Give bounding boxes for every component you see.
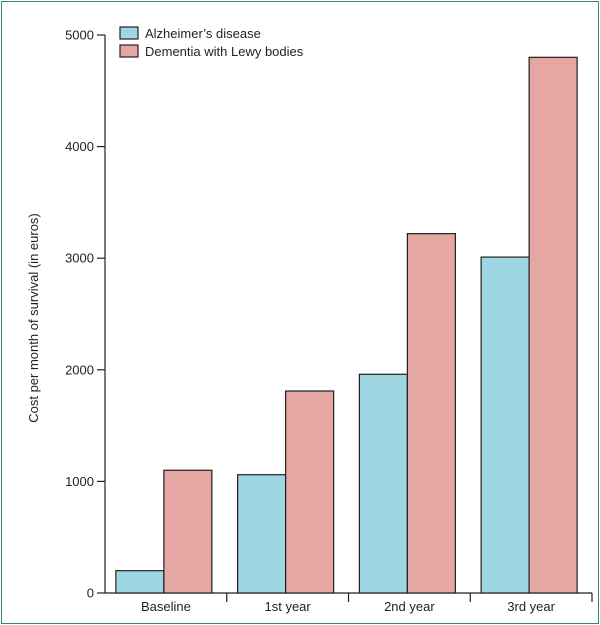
bar-lewy-bodies <box>406 233 456 594</box>
y-tick-label: 4000 <box>65 139 94 154</box>
y-tick-label: 3000 <box>65 251 94 266</box>
y-tick-label: 5000 <box>65 28 94 43</box>
legend-swatch <box>119 44 139 58</box>
x-tick-label: 2nd year <box>384 599 435 614</box>
y-tick-label: 2000 <box>65 362 94 377</box>
bar-alzheimers <box>237 474 287 594</box>
y-tick-label: 1000 <box>65 474 94 489</box>
bar-alzheimers <box>358 373 408 594</box>
y-tick-label: 0 <box>87 586 94 601</box>
y-axis-label: Cost per month of survival (in euros) <box>26 213 41 423</box>
bar-lewy-bodies <box>163 469 213 594</box>
legend-label: Alzheimer’s disease <box>145 26 261 41</box>
bar-alzheimers <box>115 570 165 594</box>
x-tick-label: 3rd year <box>507 599 555 614</box>
legend-swatch <box>119 26 139 40</box>
x-tick-label: 1st year <box>265 599 312 614</box>
legend-label: Dementia with Lewy bodies <box>145 44 304 59</box>
bar-lewy-bodies <box>285 390 335 594</box>
bar-lewy-bodies <box>528 56 578 594</box>
x-tick-label: Baseline <box>141 599 191 614</box>
bar-alzheimers <box>480 256 530 594</box>
